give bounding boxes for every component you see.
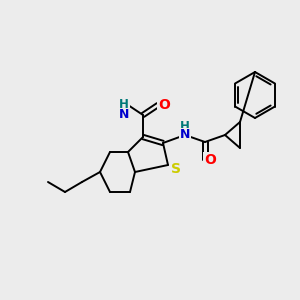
Text: N: N xyxy=(119,109,129,122)
Text: S: S xyxy=(171,162,181,176)
Text: O: O xyxy=(204,153,216,167)
Text: H: H xyxy=(180,119,190,133)
Text: O: O xyxy=(158,98,170,112)
Text: N: N xyxy=(180,128,190,142)
Text: H: H xyxy=(119,98,129,112)
